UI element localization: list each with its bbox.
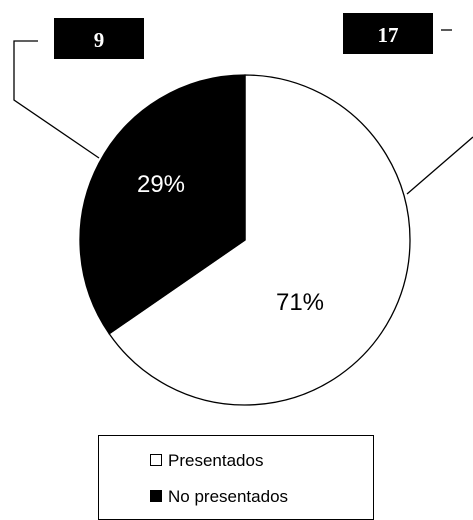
- legend-label-presentados: Presentados: [168, 451, 263, 470]
- percent-label-presentados: 71%: [276, 289, 324, 316]
- pie-slice-presentados: [108, 74, 411, 406]
- callout-label-presentados: 17: [378, 23, 399, 47]
- leader-line-no-presentados: [13, 40, 100, 159]
- legend-frame: [98, 435, 374, 520]
- legend-swatch-presentados: [150, 454, 162, 466]
- pie-slices: [79, 74, 411, 406]
- legend-label-no-presentados: No presentados: [168, 487, 288, 506]
- legend-swatch-no-presentados: [150, 490, 162, 502]
- callout-group: 9 17: [13, 13, 473, 195]
- callout-label-no-presentados: 9: [94, 28, 105, 52]
- callout-box-presentados: [343, 13, 433, 54]
- legend: Presentados No presentados: [98, 435, 374, 520]
- leader-line-presentados: [406, 136, 473, 195]
- percent-labels: 71% 29%: [137, 171, 324, 316]
- callout-box-no-presentados: [54, 18, 144, 59]
- pie-slice-no-presentados: [79, 74, 246, 335]
- percent-label-no-presentados: 29%: [137, 171, 185, 198]
